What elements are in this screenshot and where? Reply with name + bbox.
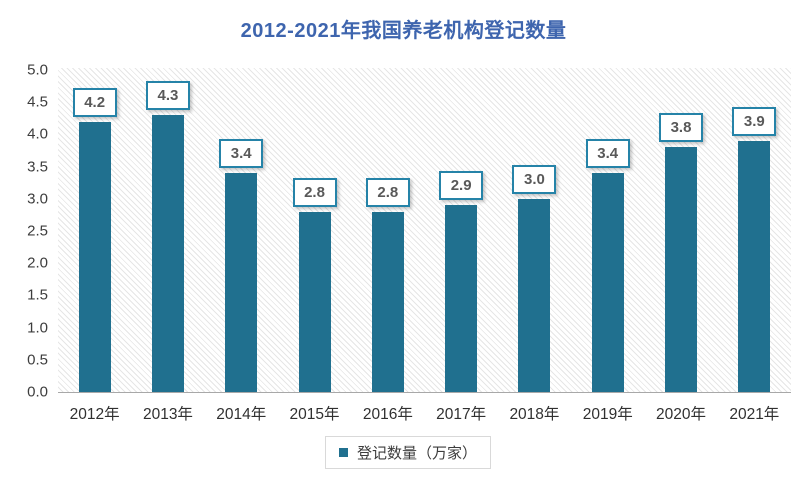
x-tick-label: 2014年 [216,406,267,423]
y-tick-label: 4.0 [27,125,48,143]
x-tick-label: 2020年 [656,406,707,423]
x-tick-label: 2013年 [142,406,193,423]
y-tick-label: 2.0 [27,254,48,272]
y-tick-label: 0.0 [27,383,48,401]
legend-square-icon [339,448,348,457]
bar-slot: 4.3 [131,68,204,392]
x-axis: 2012年 2013年 2014年 2015年 2016年 2017年 2018年 2019年… [58,402,791,424]
y-tick-label: 1.0 [27,319,48,337]
legend: 登记数量（万家） [325,436,492,469]
bar-slot: 2.8 [351,68,424,392]
data-label: 3.4 [585,139,630,169]
bar [445,205,478,392]
bar [518,198,551,392]
data-label: 2.8 [292,177,337,207]
x-tick-label: 2021年 [729,406,780,423]
y-tick-label: 5.0 [27,61,48,79]
bar-slot: 3.0 [498,68,571,392]
y-tick-label: 2.5 [27,222,48,240]
data-label: 3.0 [512,164,557,194]
bar [371,211,404,392]
x-tick-label: 2012年 [69,406,120,423]
data-label: 4.2 [72,87,117,117]
bar [151,115,184,392]
bar-slot: 3.9 [718,68,791,392]
data-label: 2.8 [365,177,410,207]
data-label: 3.8 [659,113,704,143]
bar-slot: 3.8 [644,68,717,392]
bar [665,147,698,392]
data-label: 3.4 [219,139,264,169]
y-tick-label: 1.5 [27,286,48,304]
data-label: 2.9 [439,171,484,201]
legend-label: 登记数量（万家） [357,445,478,462]
chart-title: 2012-2021年我国养老机构登记数量 [240,20,567,42]
bar [225,173,258,392]
bar-slot: 3.4 [571,68,644,392]
y-tick-label: 3.0 [27,190,48,208]
plot-area: 4.2 4.3 3.4 2.8 2.8 2.9 3.0 3.4 3.8 3.9 [58,68,791,393]
bar-slot: 4.2 [58,68,131,392]
bar [78,121,111,392]
bar-slot: 3.4 [205,68,278,392]
x-tick-label: 2017年 [436,406,487,423]
y-tick-label: 3.5 [27,158,48,176]
data-label: 3.9 [732,106,777,136]
x-tick-label: 2019年 [582,406,633,423]
bar [298,211,331,392]
x-tick-label: 2015年 [289,406,340,423]
y-tick-label: 0.5 [27,351,48,369]
bar [738,140,771,392]
x-tick-label: 2018年 [509,406,560,423]
y-tick-label: 4.5 [27,93,48,111]
x-tick-label: 2016年 [362,406,413,423]
bar-slot: 2.9 [425,68,498,392]
bar-slot: 2.8 [278,68,351,392]
bar [591,173,624,392]
data-label: 4.3 [145,81,190,111]
